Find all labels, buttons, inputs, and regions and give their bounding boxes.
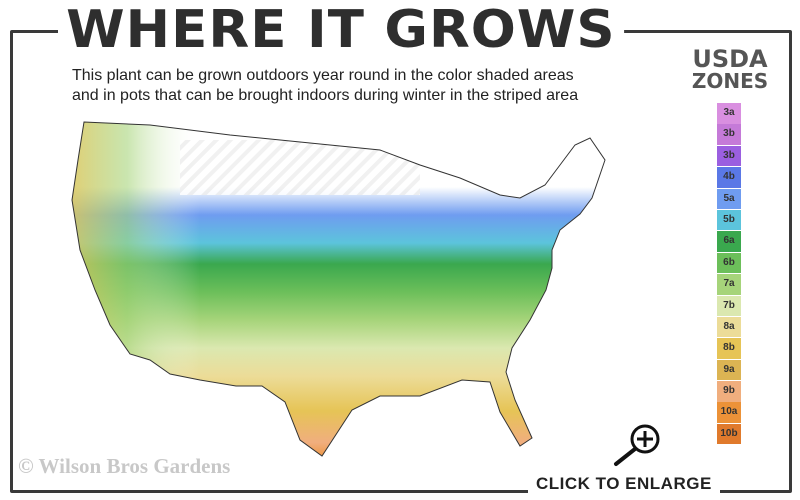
legend-zone-8a: 8a bbox=[717, 316, 741, 338]
subtitle-line-1: This plant can be grown outdoors year ro… bbox=[72, 67, 574, 84]
legend-zone-5a: 5a bbox=[717, 188, 741, 210]
subtitle-line-2: and in pots that can be brought indoors … bbox=[72, 87, 579, 104]
legend-zone-9a: 9a bbox=[717, 359, 741, 381]
legend-zone-6a: 6a bbox=[717, 231, 741, 252]
page-title: WHERE IT GROWS bbox=[58, 2, 624, 58]
legend-zone-10a: 10a bbox=[717, 402, 741, 423]
legend-zone-3b: 3b bbox=[717, 124, 741, 145]
magnifier-plus-icon[interactable] bbox=[610, 422, 666, 468]
legend-zone-9b: 9b bbox=[717, 381, 741, 402]
legend-zone-5b: 5b bbox=[717, 209, 741, 231]
legend-zone-10b: 10b bbox=[717, 423, 741, 445]
legend-title-line-1: USDA bbox=[692, 45, 768, 73]
legend-zone-7a: 7a bbox=[717, 274, 741, 295]
copyright-watermark: © Wilson Bros Gardens bbox=[18, 454, 231, 478]
click-to-enlarge-button[interactable]: CLICK TO ENLARGE bbox=[528, 474, 720, 494]
legend-zone-3b: 3b bbox=[717, 145, 741, 167]
legend-zone-4b: 4b bbox=[717, 167, 741, 188]
subtitle: This plant can be grown outdoors year ro… bbox=[72, 66, 578, 106]
legend-zone-3a: 3a bbox=[717, 103, 741, 124]
legend-title: USDA ZONES bbox=[680, 45, 780, 93]
legend-zone-7b: 7b bbox=[717, 295, 741, 317]
legend-title-line-2: ZONES bbox=[691, 69, 769, 93]
legend-zone-6b: 6b bbox=[717, 252, 741, 274]
zone-legend: 3a 3b 3b 4b 5a 5b 6a 6b 7a 7b 8a 8b 9a 9b 10a 10b bbox=[717, 103, 741, 445]
legend-zone-8b: 8b bbox=[717, 338, 741, 359]
